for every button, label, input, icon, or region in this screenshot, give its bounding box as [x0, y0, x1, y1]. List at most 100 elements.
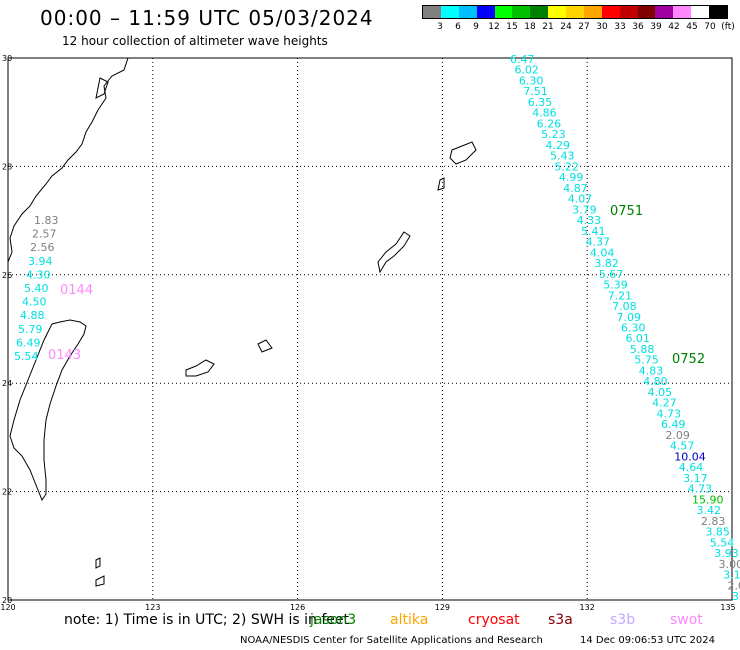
lon-tick-label: 135 [720, 603, 735, 612]
satellite-name-s3a: s3a [548, 612, 573, 628]
scale-label: 21 [542, 22, 554, 32]
coastline [7, 57, 477, 587]
wave-height-value: 7.09 [617, 311, 642, 324]
wave-height-value: 6.26 [537, 117, 562, 130]
satellite-name-swot: swot [670, 612, 703, 628]
scale-swatch [458, 6, 477, 18]
wave-height-value: 4.05 [648, 386, 673, 399]
wave-height-value: 4.87 [563, 182, 588, 195]
wave-height-value: 3.93 [714, 547, 739, 560]
wave-height-value: 2.56 [30, 241, 55, 254]
wave-height-value: 4.30 [26, 268, 51, 281]
wave-height-value: 4.07 [568, 193, 593, 206]
scale-swatch [494, 6, 513, 18]
wave-height-value: 3. [732, 590, 740, 603]
scale-swatch [655, 6, 674, 18]
wave-height-value: 6.35 [528, 96, 553, 109]
miyako-island-group [185, 359, 215, 377]
wave-height-value: 5.39 [603, 279, 628, 292]
wave-height-value: 3.94 [28, 255, 53, 268]
wave-height-value: 7.51 [523, 85, 548, 98]
wave-height-value: 2.57 [32, 228, 57, 241]
lat-tick-label: 20 [2, 596, 12, 605]
wave-height-value: 4.04 [590, 246, 615, 259]
satellite-name-altika: altika [390, 612, 429, 628]
wave-height-value: 4.27 [652, 397, 677, 410]
scale-label: 45 [686, 22, 698, 32]
scale-swatch [423, 6, 441, 18]
east-track-values: 6.476.026.307.516.354.866.265.234.295.43… [510, 53, 740, 603]
wave-height-value: 3.17 [683, 472, 708, 485]
wave-height-value: 6.02 [514, 64, 539, 77]
scale-swatch [619, 6, 638, 18]
wave-height-value: 3.79 [572, 203, 597, 216]
wave-height-value: 7.08 [612, 300, 637, 313]
wave-height-value: 4.33 [577, 214, 602, 227]
wave-height-value: 2.09 [665, 429, 690, 442]
wave-height-value: 5.79 [18, 323, 43, 336]
china-coast [7, 57, 129, 263]
okinawa-island [377, 231, 411, 274]
scale-unit: (ft) [721, 22, 735, 32]
wave-height-value: 4.73 [657, 407, 682, 420]
pass-labels: 0144 0143 0751 0752 [48, 204, 705, 367]
wave-height-value: 5.41 [581, 225, 606, 238]
note-text: note: 1) Time is in UTC; 2) SWH is in fe… [64, 612, 350, 628]
scale-label: 36 [632, 22, 644, 32]
scale-swatch [691, 6, 709, 18]
wave-height-value: 3.1 [723, 569, 740, 582]
wave-height-value: 7.21 [608, 289, 633, 302]
lat-tick-label: 26 [2, 271, 12, 280]
wave-height-value: 3.82 [594, 257, 619, 270]
scale-label: 12 [488, 22, 500, 32]
scale-label: 27 [578, 22, 590, 32]
west-track-values: 1.832.572.563.944.305.404.504.885.796.49… [14, 214, 59, 363]
scale-swatch [637, 6, 656, 18]
wave-height-value: 5.23 [541, 128, 566, 141]
wave-height-value: 4.64 [679, 461, 704, 474]
amami-island [449, 141, 477, 165]
lon-tick-label: 123 [145, 603, 160, 612]
lat-tick-label: 30 [2, 54, 12, 63]
small-island-1 [95, 557, 101, 569]
scale-swatch [566, 6, 584, 18]
scale-swatch [440, 6, 459, 18]
scale-swatch [709, 6, 727, 18]
scale-swatch [601, 6, 620, 18]
wave-height-value: 5.67 [599, 268, 624, 281]
lat-tick-label: 22 [2, 488, 12, 497]
wave-height-value: 5.75 [634, 354, 659, 367]
wave-height-value: 15.90 [692, 493, 724, 506]
wave-height-value: 4.86 [532, 107, 557, 120]
wave-height-value: 6.47 [510, 53, 535, 66]
scale-label: 24 [560, 22, 572, 32]
wave-height-value: 5.43 [550, 150, 575, 163]
pass-id-label: 0752 [672, 352, 705, 367]
wave-height-value: 6.30 [519, 74, 544, 87]
wave-height-value: 3.85 [705, 526, 730, 539]
wave-height-value: 1.83 [34, 214, 59, 227]
map-subtitle: 12 hour collection of altimeter wave hei… [62, 34, 328, 48]
wave-height-value: 3.00 [719, 558, 740, 571]
wave-height-value: 4.80 [643, 375, 668, 388]
ishigaki-island [257, 339, 273, 353]
wave-height-value: 4.99 [559, 171, 584, 184]
map-frame [7, 57, 733, 601]
lon-tick-label: 126 [290, 603, 305, 612]
lon-tick-label: 120 [0, 603, 15, 612]
wave-height-value: 4.83 [639, 364, 664, 377]
scale-swatch [512, 6, 531, 18]
wave-height-value: 5.40 [24, 282, 49, 295]
yakushima-island [437, 177, 445, 191]
wave-height-value: 6.49 [16, 336, 41, 349]
lat-lon-grid [7, 57, 733, 601]
wave-height-value: 3.42 [696, 504, 721, 517]
scale-label: 18 [524, 22, 536, 32]
axis-tick-labels: 120 123 126 129 132 135 30 28 26 24 22 20 [0, 54, 735, 612]
satellite-name-cryosat: cryosat [468, 612, 520, 628]
scale-label: 9 [473, 22, 479, 32]
scale-swatch [583, 6, 602, 18]
scale-swatch [476, 6, 495, 18]
timestamp-text: 14 Dec 09:06:53 UTC 2024 [580, 635, 715, 646]
wave-height-value: 5.54 [14, 350, 39, 363]
